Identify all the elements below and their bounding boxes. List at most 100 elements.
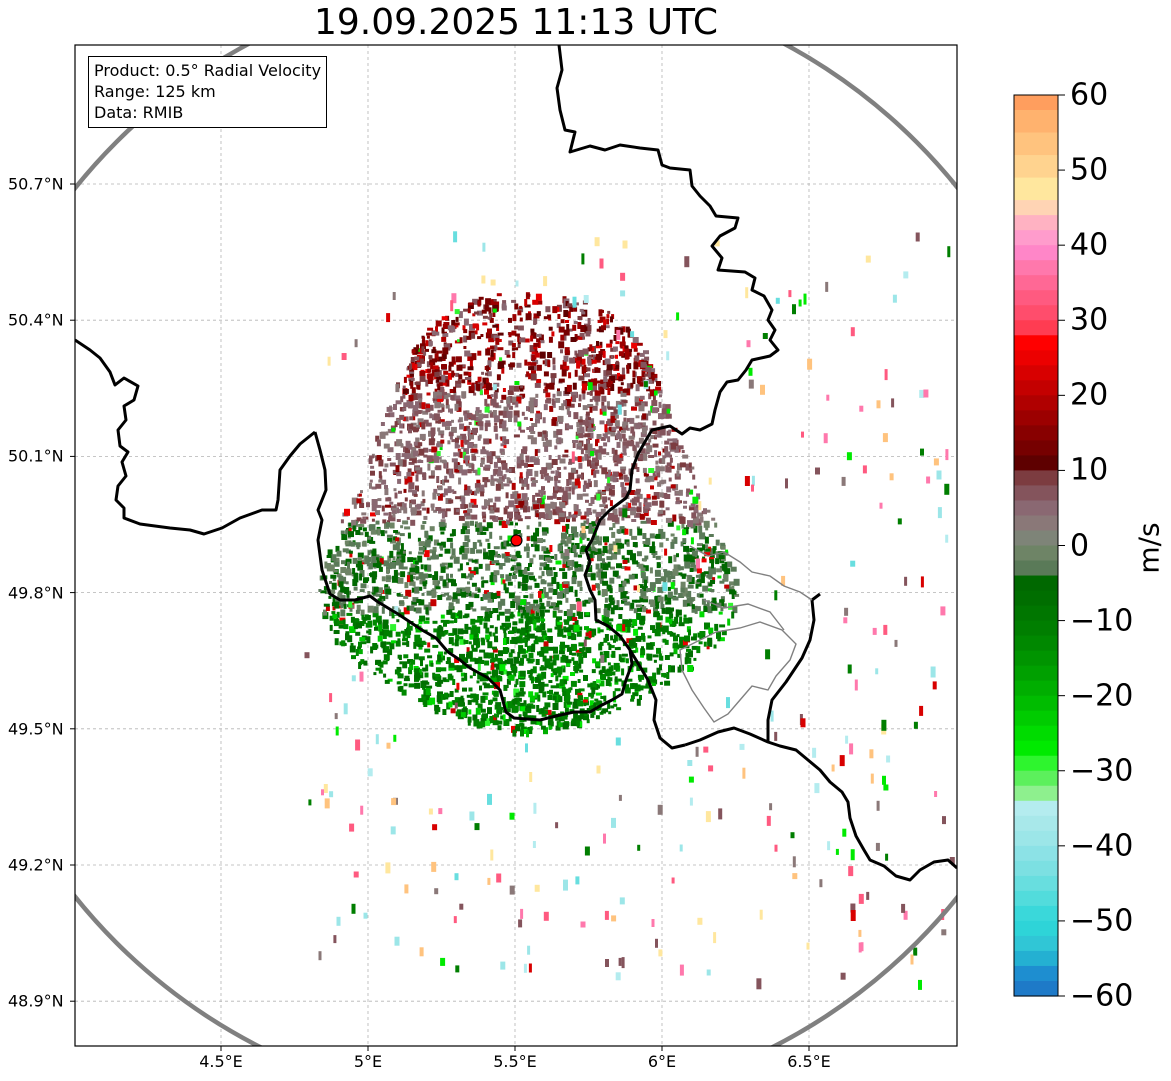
echo-cell — [515, 505, 520, 509]
echo-cell — [539, 567, 543, 571]
echo-cell — [556, 322, 561, 328]
echo-cell — [442, 479, 445, 486]
echo-cell — [432, 365, 439, 370]
echo-cell — [437, 456, 442, 460]
echo-cell — [663, 579, 667, 584]
echo-cell — [609, 548, 613, 555]
echo-cell — [419, 370, 426, 376]
echo-cell — [568, 411, 572, 418]
echo-cell — [581, 253, 585, 265]
echo-cell — [622, 598, 628, 602]
lat-tick-label: 50.7°N — [8, 174, 64, 194]
echo-cell — [485, 608, 492, 615]
echo-cell — [522, 446, 528, 452]
echo-cell — [727, 561, 733, 568]
echo-cell — [420, 659, 423, 667]
echo-cell — [510, 558, 516, 562]
echo-cell — [492, 697, 498, 702]
echo-cell — [471, 559, 478, 563]
colorbar-segment — [1014, 230, 1058, 246]
echo-cell — [699, 593, 704, 598]
echo-cell — [426, 335, 430, 339]
echo-cell — [352, 557, 358, 564]
echo-cell — [395, 531, 401, 535]
echo-cell — [460, 702, 465, 707]
echo-cell — [436, 493, 440, 496]
echo-cell — [416, 362, 422, 368]
echo-cell — [560, 590, 567, 594]
echo-cell — [440, 508, 446, 512]
echo-cell — [588, 503, 593, 506]
echo-cell — [471, 644, 475, 649]
echo-cell — [482, 477, 489, 483]
echo-cell — [658, 401, 662, 408]
colorbar-tick-label: 0 — [1070, 528, 1090, 563]
echo-cell — [443, 631, 448, 635]
echo-cell — [455, 316, 459, 322]
echo-cell — [490, 556, 494, 561]
echo-cell — [591, 547, 597, 551]
echo-cell — [446, 657, 451, 665]
echo-cell — [609, 677, 613, 682]
echo-cell — [489, 317, 494, 323]
echo-cell — [395, 400, 402, 405]
echo-cell — [372, 548, 377, 556]
echo-cell — [441, 510, 445, 514]
echo-cell — [352, 579, 358, 586]
echo-cell — [352, 568, 356, 574]
echo-cell — [415, 474, 419, 482]
echo-cell — [563, 611, 569, 616]
echo-cell — [409, 363, 412, 370]
echo-cell — [603, 618, 607, 625]
echo-cell — [612, 471, 619, 477]
echo-cell — [573, 504, 577, 510]
echo-cell — [825, 281, 829, 292]
echo-cell — [695, 581, 699, 589]
echo-cell — [495, 455, 501, 459]
echo-cell — [562, 675, 569, 681]
echo-cell — [562, 581, 569, 588]
echo-cell — [528, 401, 535, 408]
echo-cell — [487, 328, 492, 334]
echo-cell — [593, 681, 597, 687]
echo-cell — [476, 638, 480, 643]
echo-cell — [480, 463, 483, 467]
echo-cell — [574, 561, 579, 569]
echo-cell — [532, 299, 539, 305]
echo-cell — [685, 491, 689, 497]
echo-cell — [474, 658, 481, 665]
echo-cell — [646, 653, 650, 660]
echo-cell — [819, 879, 823, 888]
echo-cell — [454, 618, 458, 623]
echo-cell — [643, 381, 648, 388]
echo-cell — [401, 453, 407, 458]
echo-cell — [611, 915, 617, 922]
colorbar-tick-label: 40 — [1070, 227, 1109, 263]
echo-cell — [518, 605, 523, 613]
echo-cell — [477, 467, 481, 475]
echo-cell — [682, 538, 687, 544]
echo-cell — [329, 693, 333, 703]
echo-cell — [588, 418, 595, 425]
echo-cell — [599, 680, 605, 687]
echo-cell — [406, 622, 410, 629]
echo-cell — [518, 919, 523, 928]
echo-cell — [576, 427, 581, 435]
echo-cell — [655, 386, 662, 391]
echo-cell — [568, 372, 572, 379]
echo-cell — [395, 453, 401, 460]
echo-cell — [660, 604, 665, 609]
echo-cell — [638, 437, 644, 444]
echo-cell — [518, 618, 524, 624]
echo-cell — [509, 467, 515, 473]
echo-cell — [641, 377, 646, 383]
echo-cell — [624, 566, 631, 571]
echo-cell — [531, 482, 537, 487]
echo-cell — [566, 324, 570, 330]
echo-cell — [706, 600, 710, 608]
echo-cell — [613, 634, 618, 642]
echo-cell — [482, 548, 486, 553]
echo-cell — [608, 489, 615, 496]
echo-cell — [536, 705, 540, 712]
echo-cell — [544, 503, 551, 511]
